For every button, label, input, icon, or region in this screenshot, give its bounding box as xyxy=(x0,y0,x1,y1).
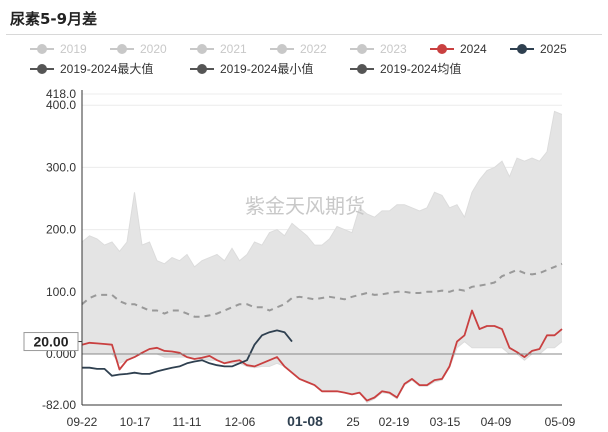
pointer-box xyxy=(23,332,79,352)
chart-legend: 2019 2020 2021 2022 2023 2024 2025 2019-2024最大值… xyxy=(0,38,608,82)
legend-marker-icon xyxy=(430,44,454,54)
legend-label: 2025 xyxy=(540,42,567,56)
legend-marker-icon xyxy=(30,44,54,54)
legend-label: 2024 xyxy=(460,42,487,56)
legend-marker-icon xyxy=(190,44,214,54)
legend-marker-icon xyxy=(510,44,534,54)
x-tick-label: 25 xyxy=(346,415,360,429)
max-min-band xyxy=(82,111,562,403)
value-pointer: 20.00 xyxy=(23,332,82,352)
legend-label: 2019 xyxy=(60,42,87,56)
y-tick-label: 400.0 xyxy=(46,98,76,112)
series-line-max xyxy=(81,110,563,268)
x-tick-label: 11-11 xyxy=(173,415,202,429)
legend-label: 2020 xyxy=(140,42,167,56)
legend-label: 2019-2024最大值 xyxy=(60,62,154,76)
chart-title: 尿素5-9月差 xyxy=(10,10,98,28)
legend-marker-icon xyxy=(270,44,294,54)
legend-marker-icon xyxy=(350,44,374,54)
x-tick-label: 05-09 xyxy=(545,415,576,429)
y-tick-label: 300.0 xyxy=(46,160,76,174)
x-tick-label: 12-06 xyxy=(225,415,256,429)
y-tick-label: -82.00 xyxy=(42,398,76,412)
x-tick-label: 02-19 xyxy=(379,415,410,429)
series-line-0 xyxy=(81,309,563,402)
legend-label: 2022 xyxy=(300,42,327,56)
y-tick-label: 200.0 xyxy=(46,223,76,237)
legend-label: 2023 xyxy=(380,42,407,56)
x-tick-label: 04-09 xyxy=(481,415,512,429)
x-tick-label: 09-22 xyxy=(67,415,98,429)
legend-label: 2021 xyxy=(220,42,247,56)
x-tick-label: 10-17 xyxy=(120,415,151,429)
legend-marker-icon xyxy=(30,64,54,74)
axes: -82.000.000100.0200.0300.0400.0418.009-2… xyxy=(42,87,576,429)
series-line-4 xyxy=(81,262,563,318)
pointer-value-label: 20.00 xyxy=(33,334,68,350)
legend-marker-icon xyxy=(350,64,374,74)
legend-marker-icon xyxy=(190,64,214,74)
title-divider xyxy=(6,34,602,35)
y-tick-label: 100.0 xyxy=(46,285,76,299)
series-line-1 xyxy=(82,329,293,377)
legend-marker-icon xyxy=(110,44,134,54)
watermark-text: 紫金天风期货 xyxy=(245,194,365,218)
legend-label: 2019-2024最小值 xyxy=(220,62,314,76)
range-band xyxy=(81,110,563,404)
y-tick-label: 418.0 xyxy=(46,87,76,101)
legend-label: 2019-2024均值 xyxy=(380,62,462,76)
series-lines xyxy=(81,262,563,402)
x-tick-label: 01-08 xyxy=(287,413,323,429)
x-tick-label: 03-15 xyxy=(430,415,461,429)
